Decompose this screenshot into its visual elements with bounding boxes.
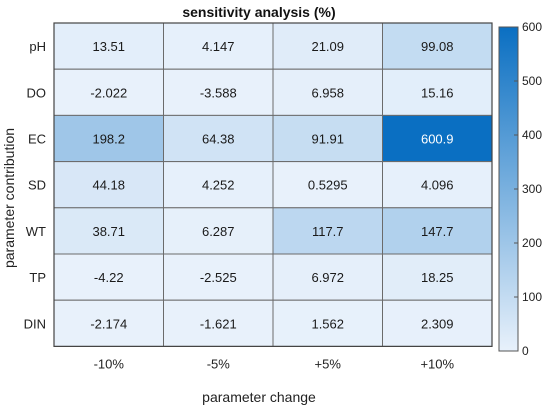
cell-value-label: -3.588 [200, 85, 237, 100]
colorbar-tick-label: 100 [522, 290, 542, 304]
heatmap-cell [163, 114, 274, 163]
cell-value-label: -1.621 [200, 316, 237, 331]
heatmap-cell [53, 299, 164, 347]
cell-value-label: -2.525 [200, 270, 237, 285]
heatmap-cells: 13.51 4.147 21.09 99.08 -2.022 -3.588 6.958 15.… [53, 22, 493, 347]
heatmap-cell [272, 253, 383, 301]
row-labels: pH DO EC SD WT TP DIN [24, 39, 46, 331]
heatmap-cell [382, 68, 493, 116]
heatmap-cell [382, 207, 493, 255]
cell-value-label: 6.287 [202, 224, 235, 239]
cell-value-label: 21.09 [311, 39, 344, 54]
column-label: +10% [420, 356, 454, 371]
heatmap-cell [163, 253, 274, 301]
heatmap-cell [53, 22, 164, 70]
cell-value-label: 44.18 [92, 178, 125, 193]
cell-value-label: 91.91 [311, 132, 344, 147]
heatmap-cell [382, 114, 493, 163]
heatmap-cell [53, 253, 164, 301]
cell-value-label: 1.562 [311, 316, 344, 331]
cell-value-label: 38.71 [92, 224, 125, 239]
cell-value-label: 117.7 [312, 224, 344, 239]
heatmap-cell [163, 68, 274, 116]
row-label: TP [29, 270, 46, 285]
row-label: EC [28, 132, 46, 147]
plot-frame [53, 22, 493, 347]
heatmap-cell [163, 161, 274, 209]
cell-value-label: 64.38 [202, 132, 235, 147]
cell-value-label: 4.096 [421, 178, 454, 193]
colorbar-tick-label: 600 [522, 20, 542, 34]
cell-value-label: 13.51 [92, 39, 125, 54]
cell-value-label: 147.7 [421, 224, 454, 239]
chart-title: sensitivity analysis (%) [182, 4, 335, 20]
colorbar: 0 100 200 300 400 500 600 [498, 20, 542, 358]
cell-value-label: 600.9 [421, 132, 454, 147]
cell-value-label: -4.22 [94, 270, 124, 285]
colorbar-tick-label: 300 [522, 182, 542, 196]
heatmap-cell [382, 22, 493, 70]
colorbar-tick-label: 500 [522, 74, 542, 88]
cell-value-label: 15.16 [421, 85, 454, 100]
colorbar-tick-label: 0 [522, 344, 529, 358]
column-label: -5% [207, 356, 231, 371]
cell-value-label: 4.147 [202, 39, 235, 54]
cell-value-label: -2.174 [90, 316, 127, 331]
heatmap-cell [272, 207, 383, 255]
cell-value-label: 198.2 [92, 132, 125, 147]
colorbar-tick-label: 200 [522, 236, 542, 250]
cell-value-label: 18.25 [421, 270, 454, 285]
column-label: +5% [315, 356, 342, 371]
row-label: SD [28, 178, 46, 193]
x-axis-label: parameter change [202, 389, 316, 405]
cell-value-label: 99.08 [421, 39, 454, 54]
cell-value-label: 0.5295 [308, 178, 348, 193]
row-label: pH [29, 39, 46, 54]
heatmap-cell [382, 299, 493, 347]
heatmap-cell [272, 299, 383, 347]
heatmap-cell [163, 207, 274, 255]
cell-value-label: 6.958 [311, 85, 344, 100]
colorbar-tick-label: 400 [522, 128, 542, 142]
heatmap-cell [163, 22, 274, 70]
column-labels: -10% -5% +5% +10% [94, 356, 455, 371]
row-label: WT [26, 224, 46, 239]
cell-value-label: 6.972 [311, 270, 344, 285]
column-label: -10% [94, 356, 125, 371]
heatmap-cell [382, 161, 493, 209]
row-label: DIN [24, 316, 46, 331]
cell-value-label: 2.309 [421, 316, 454, 331]
y-axis-label: parameter contribution [1, 128, 17, 268]
cell-value-label: 4.252 [202, 178, 235, 193]
cell-value-label: -2.022 [90, 85, 127, 100]
row-label: DO [27, 85, 47, 100]
